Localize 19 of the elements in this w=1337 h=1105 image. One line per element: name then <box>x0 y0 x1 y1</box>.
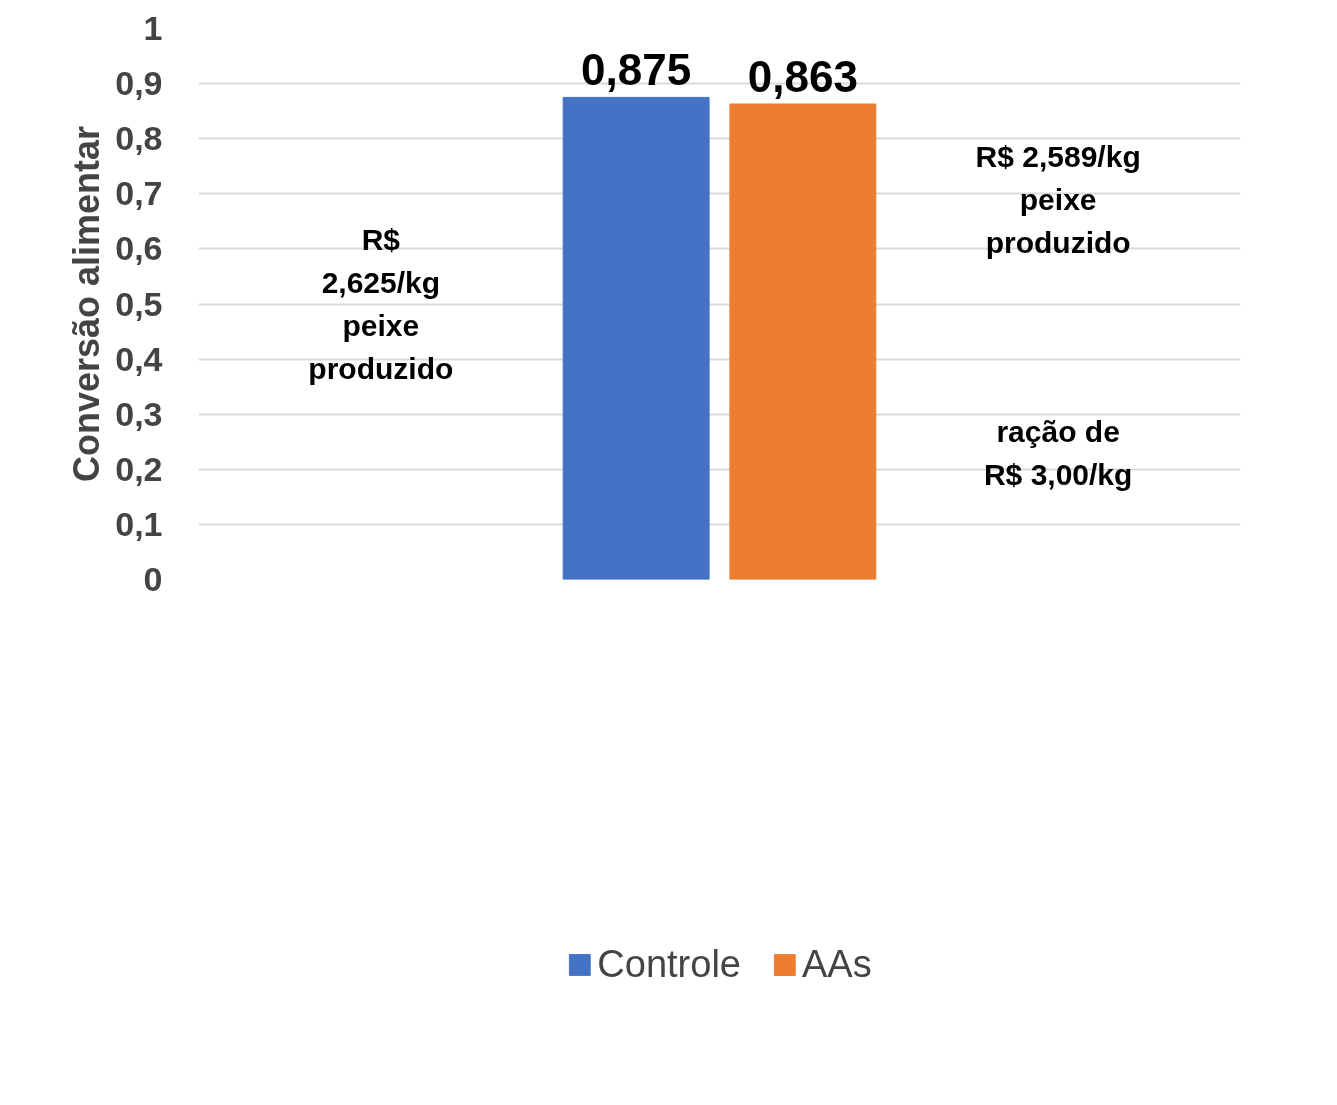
y-tick-label: 0,1 <box>115 504 163 543</box>
data-label: 0,875 <box>581 45 692 95</box>
y-tick-label: 0 <box>143 560 163 598</box>
annotation: ração de R$ 3,00/kg <box>983 414 1133 491</box>
y-tick-label: 0,3 <box>115 394 163 433</box>
annotation: R$ 2,589/kg peixe produzido <box>975 139 1141 259</box>
y-tick-label: 0,5 <box>115 284 163 323</box>
y-tick-label: 1 <box>143 9 163 47</box>
y-axis-title: Conversão alimentar <box>66 125 108 483</box>
legend-label: AAs <box>801 942 872 986</box>
y-tick-label: 0,7 <box>115 174 163 213</box>
y-tick-label: 0,8 <box>115 119 163 158</box>
y-tick-label: 0,2 <box>115 449 163 488</box>
y-tick-label: 0,9 <box>115 64 163 103</box>
y-tick-label: 0,6 <box>115 229 163 268</box>
legend-label: Controle <box>597 942 741 986</box>
y-tick-label: 0,4 <box>115 339 163 378</box>
data-label: 0,863 <box>747 51 858 101</box>
annotation: R$ 2,625/kg peixe produzido <box>308 223 454 385</box>
